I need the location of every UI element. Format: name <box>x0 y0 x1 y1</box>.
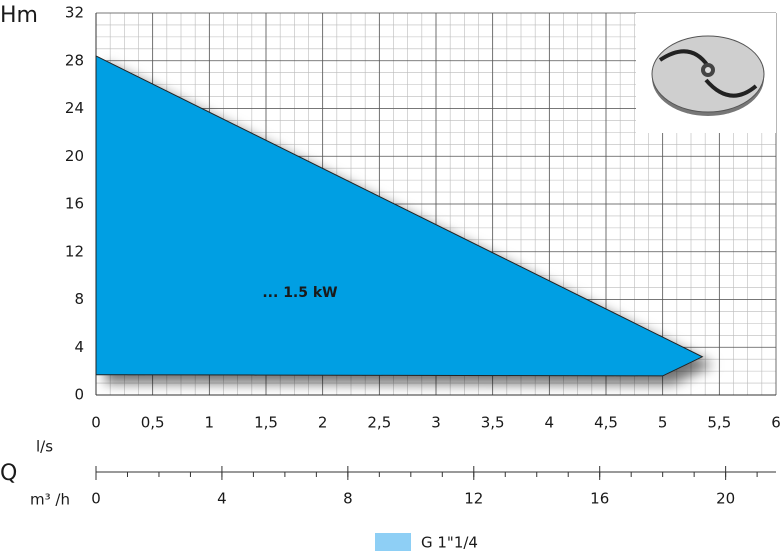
x-tick-label: 6 <box>771 414 781 432</box>
y-tick-label: 0 <box>74 386 84 404</box>
x-tick-label: 0,5 <box>141 414 165 432</box>
x2-tick-label: 16 <box>590 490 609 508</box>
x-tick-label: 2,5 <box>367 414 391 432</box>
y-tick-label: 20 <box>65 147 84 165</box>
impeller-image <box>636 13 776 133</box>
x2-axis-title: Q <box>0 461 17 486</box>
y-tick-label: 24 <box>65 99 84 117</box>
x-tick-label: 5,5 <box>707 414 731 432</box>
x-tick-label: 4 <box>545 414 555 432</box>
x2-tick-label: 12 <box>464 490 483 508</box>
x-tick-label: 1 <box>205 414 215 432</box>
x-tick-label: 5 <box>658 414 668 432</box>
x-tick-label: 3 <box>431 414 441 432</box>
y-tick-label: 8 <box>74 290 84 308</box>
x-tick-label: 4,5 <box>594 414 618 432</box>
area <box>95 55 704 377</box>
legend-label: G 1"1/4 <box>421 534 478 552</box>
x2-tick-label: 20 <box>716 490 735 508</box>
annotation: ... 1.5 kW <box>262 285 337 301</box>
x-tick-label: 0 <box>91 414 101 432</box>
y-axis-label: Hm <box>0 3 38 28</box>
x-axis-label: l/s <box>36 438 53 456</box>
y-tick-label: 32 <box>65 4 84 22</box>
x2-tick-label: 0 <box>91 490 101 508</box>
x-tick-label: 1,5 <box>254 414 278 432</box>
y-tick-label: 4 <box>74 338 84 356</box>
y-tick-label: 28 <box>65 51 84 69</box>
x2-tick-label: 4 <box>217 490 227 508</box>
y-tick-label: 12 <box>65 242 84 260</box>
x-tick-label: 2 <box>318 414 328 432</box>
plot <box>95 55 704 377</box>
x2-tick-label: 8 <box>343 490 353 508</box>
x-tick-label: 3,5 <box>481 414 505 432</box>
x2-axis-label: m³ /h <box>30 491 70 509</box>
legend-swatch <box>375 533 411 551</box>
y-tick-label: 16 <box>65 195 84 213</box>
x2-axis: 0 4 8 12 16 20 <box>91 466 776 508</box>
